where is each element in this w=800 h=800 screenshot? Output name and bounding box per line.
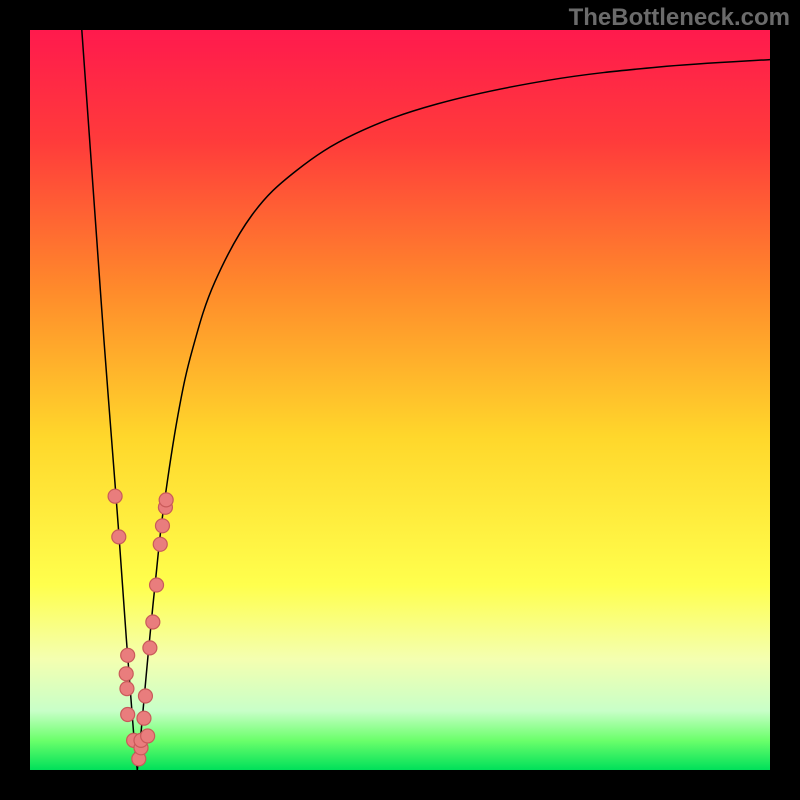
data-point [153, 537, 167, 551]
plot-background [30, 30, 770, 770]
data-point [121, 648, 135, 662]
data-point [159, 493, 173, 507]
chart-root: TheBottleneck.com [0, 0, 800, 800]
data-point [137, 711, 151, 725]
data-point [121, 708, 135, 722]
data-point [146, 615, 160, 629]
data-point [155, 519, 169, 533]
data-point [112, 530, 126, 544]
data-point [120, 682, 134, 696]
data-point [119, 667, 133, 681]
plot-area [30, 30, 770, 770]
data-point [108, 489, 122, 503]
data-point [141, 729, 155, 743]
data-point [150, 578, 164, 592]
data-point [138, 689, 152, 703]
data-point [143, 641, 157, 655]
watermark-text: TheBottleneck.com [569, 4, 790, 32]
